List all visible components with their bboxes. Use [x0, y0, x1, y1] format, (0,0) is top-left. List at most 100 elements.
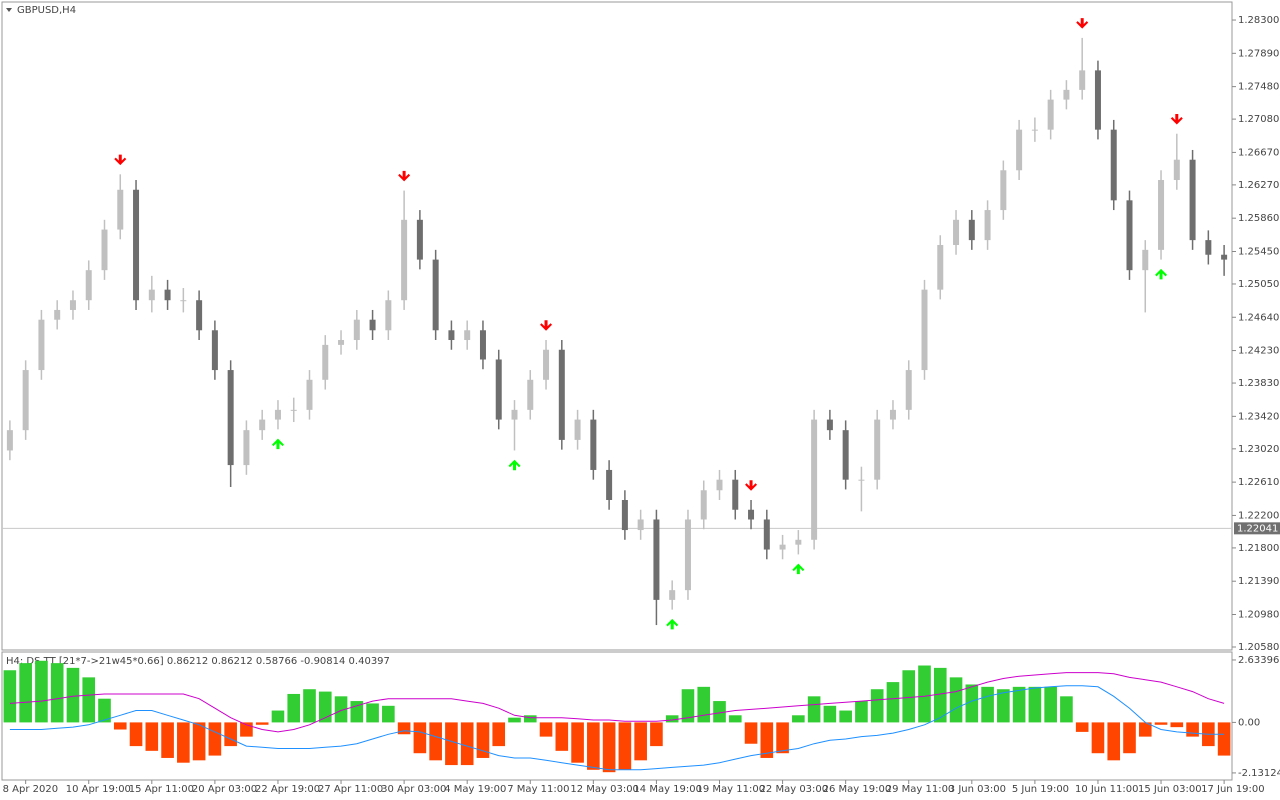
histogram-bar: [82, 677, 96, 723]
x-tick-label: 17 Jun 19:00: [1201, 784, 1265, 795]
candle-body: [1000, 170, 1007, 211]
candle-body: [211, 330, 218, 371]
sell-arrow: [114, 154, 127, 166]
candle-body: [148, 289, 155, 301]
candle-body: [1189, 159, 1196, 241]
y-tick-label: 1.26670: [1238, 147, 1279, 158]
candle-body: [606, 469, 613, 500]
candle-body: [464, 330, 471, 341]
histogram-bar: [271, 710, 285, 723]
histogram-bar: [476, 722, 490, 758]
chart-title: GBPUSD,H4: [17, 5, 76, 16]
candle-body: [968, 219, 975, 241]
candle-body: [1031, 129, 1038, 131]
candle-body: [448, 330, 455, 341]
histogram-bar: [460, 722, 474, 766]
histogram-bar: [681, 689, 695, 723]
histogram-bar: [98, 698, 111, 723]
indicator-line: [9, 685, 1225, 771]
sell-arrow: [745, 480, 758, 491]
x-tick-label: 4 May 19:00: [444, 784, 506, 795]
candle-body: [1158, 180, 1165, 250]
candle-body: [684, 519, 691, 591]
indicator-line: [9, 672, 1225, 733]
y-tick-label: 1.23420: [1238, 411, 1279, 422]
histogram-bar: [255, 722, 269, 725]
histogram-bar: [713, 701, 726, 723]
histogram-bar: [823, 705, 837, 723]
candle-body: [416, 219, 423, 260]
buy-arrow: [666, 618, 679, 630]
histogram-bar: [3, 670, 17, 723]
x-tick-label: 5 Jun 19:00: [1012, 784, 1069, 795]
histogram-bar: [539, 722, 553, 737]
x-tick-label: 30 Apr 03:00: [381, 784, 446, 795]
y-tick-label: 1.23020: [1238, 444, 1279, 455]
histogram-bar: [1170, 722, 1184, 728]
histogram-bar: [618, 722, 632, 770]
y-tick-label: 1.24640: [1238, 312, 1279, 323]
histogram-bar: [555, 722, 569, 751]
indicator-frame: [1, 651, 1233, 781]
candle-body: [101, 229, 108, 271]
candle-body: [842, 430, 849, 480]
candle-body: [748, 509, 755, 520]
candle-body: [763, 519, 770, 550]
candle-body: [590, 419, 597, 470]
candle-body: [322, 344, 329, 380]
candle-body: [937, 244, 944, 290]
candle-body: [479, 330, 486, 360]
histogram-bar: [413, 722, 427, 754]
candle-body: [826, 419, 833, 431]
histogram-bar: [50, 663, 64, 723]
candle-body: [338, 340, 345, 345]
histogram-bar: [650, 722, 663, 747]
histogram-bar: [1154, 722, 1168, 725]
candle-body: [495, 359, 502, 420]
buy-arrow: [508, 459, 521, 471]
main-frame: [1, 1, 1233, 651]
candle-body: [1221, 254, 1228, 260]
histogram-bar: [66, 667, 80, 723]
histogram-bar: [145, 722, 159, 751]
histogram-bar: [697, 686, 711, 723]
candle-body: [274, 409, 281, 420]
candle-body: [1126, 200, 1133, 271]
sell-arrow: [1076, 18, 1089, 29]
histogram-bar: [839, 710, 852, 723]
menu-triangle[interactable]: [6, 8, 12, 12]
histogram-bar: [192, 722, 206, 761]
histogram-bar: [208, 722, 222, 756]
histogram-bar: [855, 701, 868, 723]
candle-body: [558, 349, 565, 440]
histogram-bar: [177, 722, 190, 763]
y-tick-label: 0.00: [1238, 717, 1260, 728]
candle-body: [1094, 70, 1101, 130]
x-tick-label: 15 Jun 03:00: [1138, 784, 1202, 795]
x-tick-label: 19 May 11:00: [697, 784, 766, 795]
candle-body: [732, 479, 739, 510]
x-tick-label: 10 Apr 19:00: [66, 784, 131, 795]
histogram-bar: [1091, 722, 1105, 754]
candle-body: [227, 370, 234, 466]
candle-body: [1173, 159, 1180, 181]
x-tick-label: 15 Apr 11:00: [129, 784, 194, 795]
histogram-bar: [303, 689, 316, 723]
candle-body: [1110, 129, 1117, 201]
candle-body: [669, 590, 676, 600]
sell-arrow: [1170, 113, 1183, 125]
candle-body: [1047, 99, 1054, 130]
candle-body: [811, 419, 818, 540]
candle-body: [69, 300, 76, 310]
candle-body: [795, 539, 802, 545]
histogram-bar: [902, 670, 916, 723]
candle-body: [290, 409, 297, 411]
histogram-bar: [965, 684, 979, 723]
candle-body: [1079, 70, 1086, 90]
histogram-bar: [19, 663, 32, 723]
histogram-bar: [792, 715, 805, 723]
candle-body: [306, 379, 313, 410]
candle-body: [196, 300, 203, 331]
histogram-bar: [318, 691, 332, 723]
y-tick-label: 1.25050: [1238, 279, 1279, 290]
